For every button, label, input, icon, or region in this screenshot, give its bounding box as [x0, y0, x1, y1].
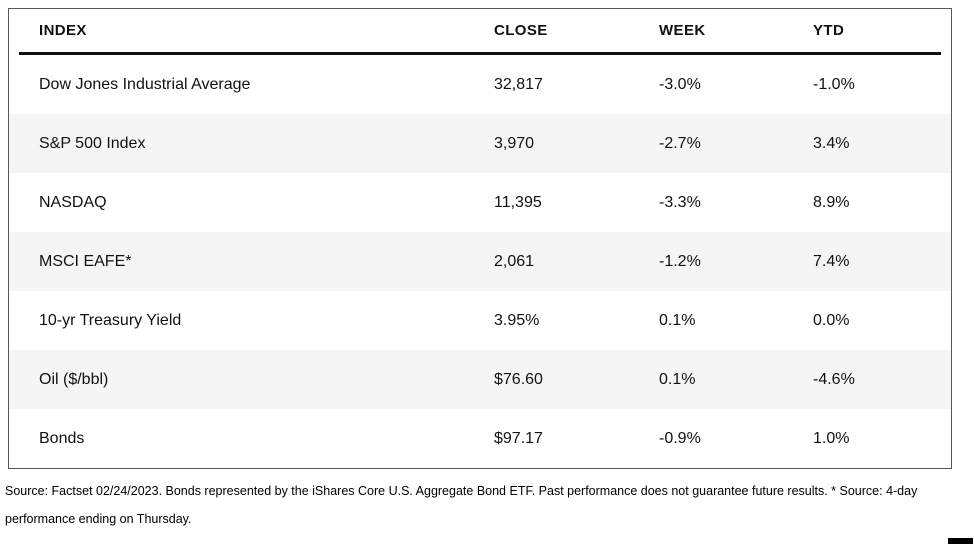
- week-value: -0.9%: [659, 429, 701, 447]
- column-header-index: INDEX: [39, 22, 87, 39]
- index-name: Oil ($/bbl): [39, 370, 109, 388]
- close-value: 2,061: [494, 252, 535, 270]
- source-footnote: Source: Factset 02/24/2023. Bonds repres…: [5, 484, 968, 527]
- table-row-dow-jones: Dow Jones Industrial Average 32,817 -3.0…: [9, 55, 951, 114]
- week-value: -3.3%: [659, 193, 701, 211]
- table-row-treasury-yield: 10-yr Treasury Yield 3.95% 0.1% 0.0%: [9, 291, 951, 350]
- column-header-week: WEEK: [659, 22, 706, 39]
- table-row-nasdaq: NASDAQ 11,395 -3.3% 8.9%: [9, 173, 951, 232]
- source-footnote-line2: performance ending on Thursday.: [5, 512, 192, 526]
- ytd-value: 3.4%: [813, 134, 850, 152]
- source-footnote-line1: Source: Factset 02/24/2023. Bonds repres…: [5, 484, 918, 498]
- week-value: -2.7%: [659, 134, 701, 152]
- ytd-value: -1.0%: [813, 75, 855, 93]
- column-header-close: CLOSE: [494, 22, 548, 39]
- close-value: 11,395: [494, 193, 542, 211]
- close-value: $76.60: [494, 370, 543, 388]
- week-value: 0.1%: [659, 311, 696, 329]
- ytd-value: -4.6%: [813, 370, 855, 388]
- ytd-value: 8.9%: [813, 193, 850, 211]
- corner-dash-mark: [948, 538, 973, 544]
- index-name: NASDAQ: [39, 193, 107, 211]
- index-name: Dow Jones Industrial Average: [39, 75, 251, 93]
- table-row-msci-eafe: MSCI EAFE* 2,061 -1.2% 7.4%: [9, 232, 951, 291]
- header-divider-rule: [19, 52, 941, 55]
- table-row-bonds: Bonds $97.17 -0.9% 1.0%: [9, 409, 951, 468]
- index-name: S&P 500 Index: [39, 134, 146, 152]
- index-name: Bonds: [39, 429, 85, 447]
- ytd-value: 7.4%: [813, 252, 850, 270]
- week-value: -3.0%: [659, 75, 701, 93]
- close-value: 3,970: [494, 134, 535, 152]
- table-row-oil: Oil ($/bbl) $76.60 0.1% -4.6%: [9, 350, 951, 409]
- index-name: 10-yr Treasury Yield: [39, 311, 182, 329]
- week-value: 0.1%: [659, 370, 696, 388]
- index-performance-table: INDEX CLOSE WEEK YTD Dow Jones Industria…: [8, 8, 952, 469]
- close-value: $97.17: [494, 429, 543, 447]
- table-header-row: INDEX CLOSE WEEK YTD: [9, 9, 951, 52]
- close-value: 32,817: [494, 75, 543, 93]
- index-name: MSCI EAFE*: [39, 252, 132, 270]
- ytd-value: 1.0%: [813, 429, 850, 447]
- week-value: -1.2%: [659, 252, 701, 270]
- close-value: 3.95%: [494, 311, 540, 329]
- column-header-ytd: YTD: [813, 22, 845, 39]
- table-row-sp500: S&P 500 Index 3,970 -2.7% 3.4%: [9, 114, 951, 173]
- ytd-value: 0.0%: [813, 311, 850, 329]
